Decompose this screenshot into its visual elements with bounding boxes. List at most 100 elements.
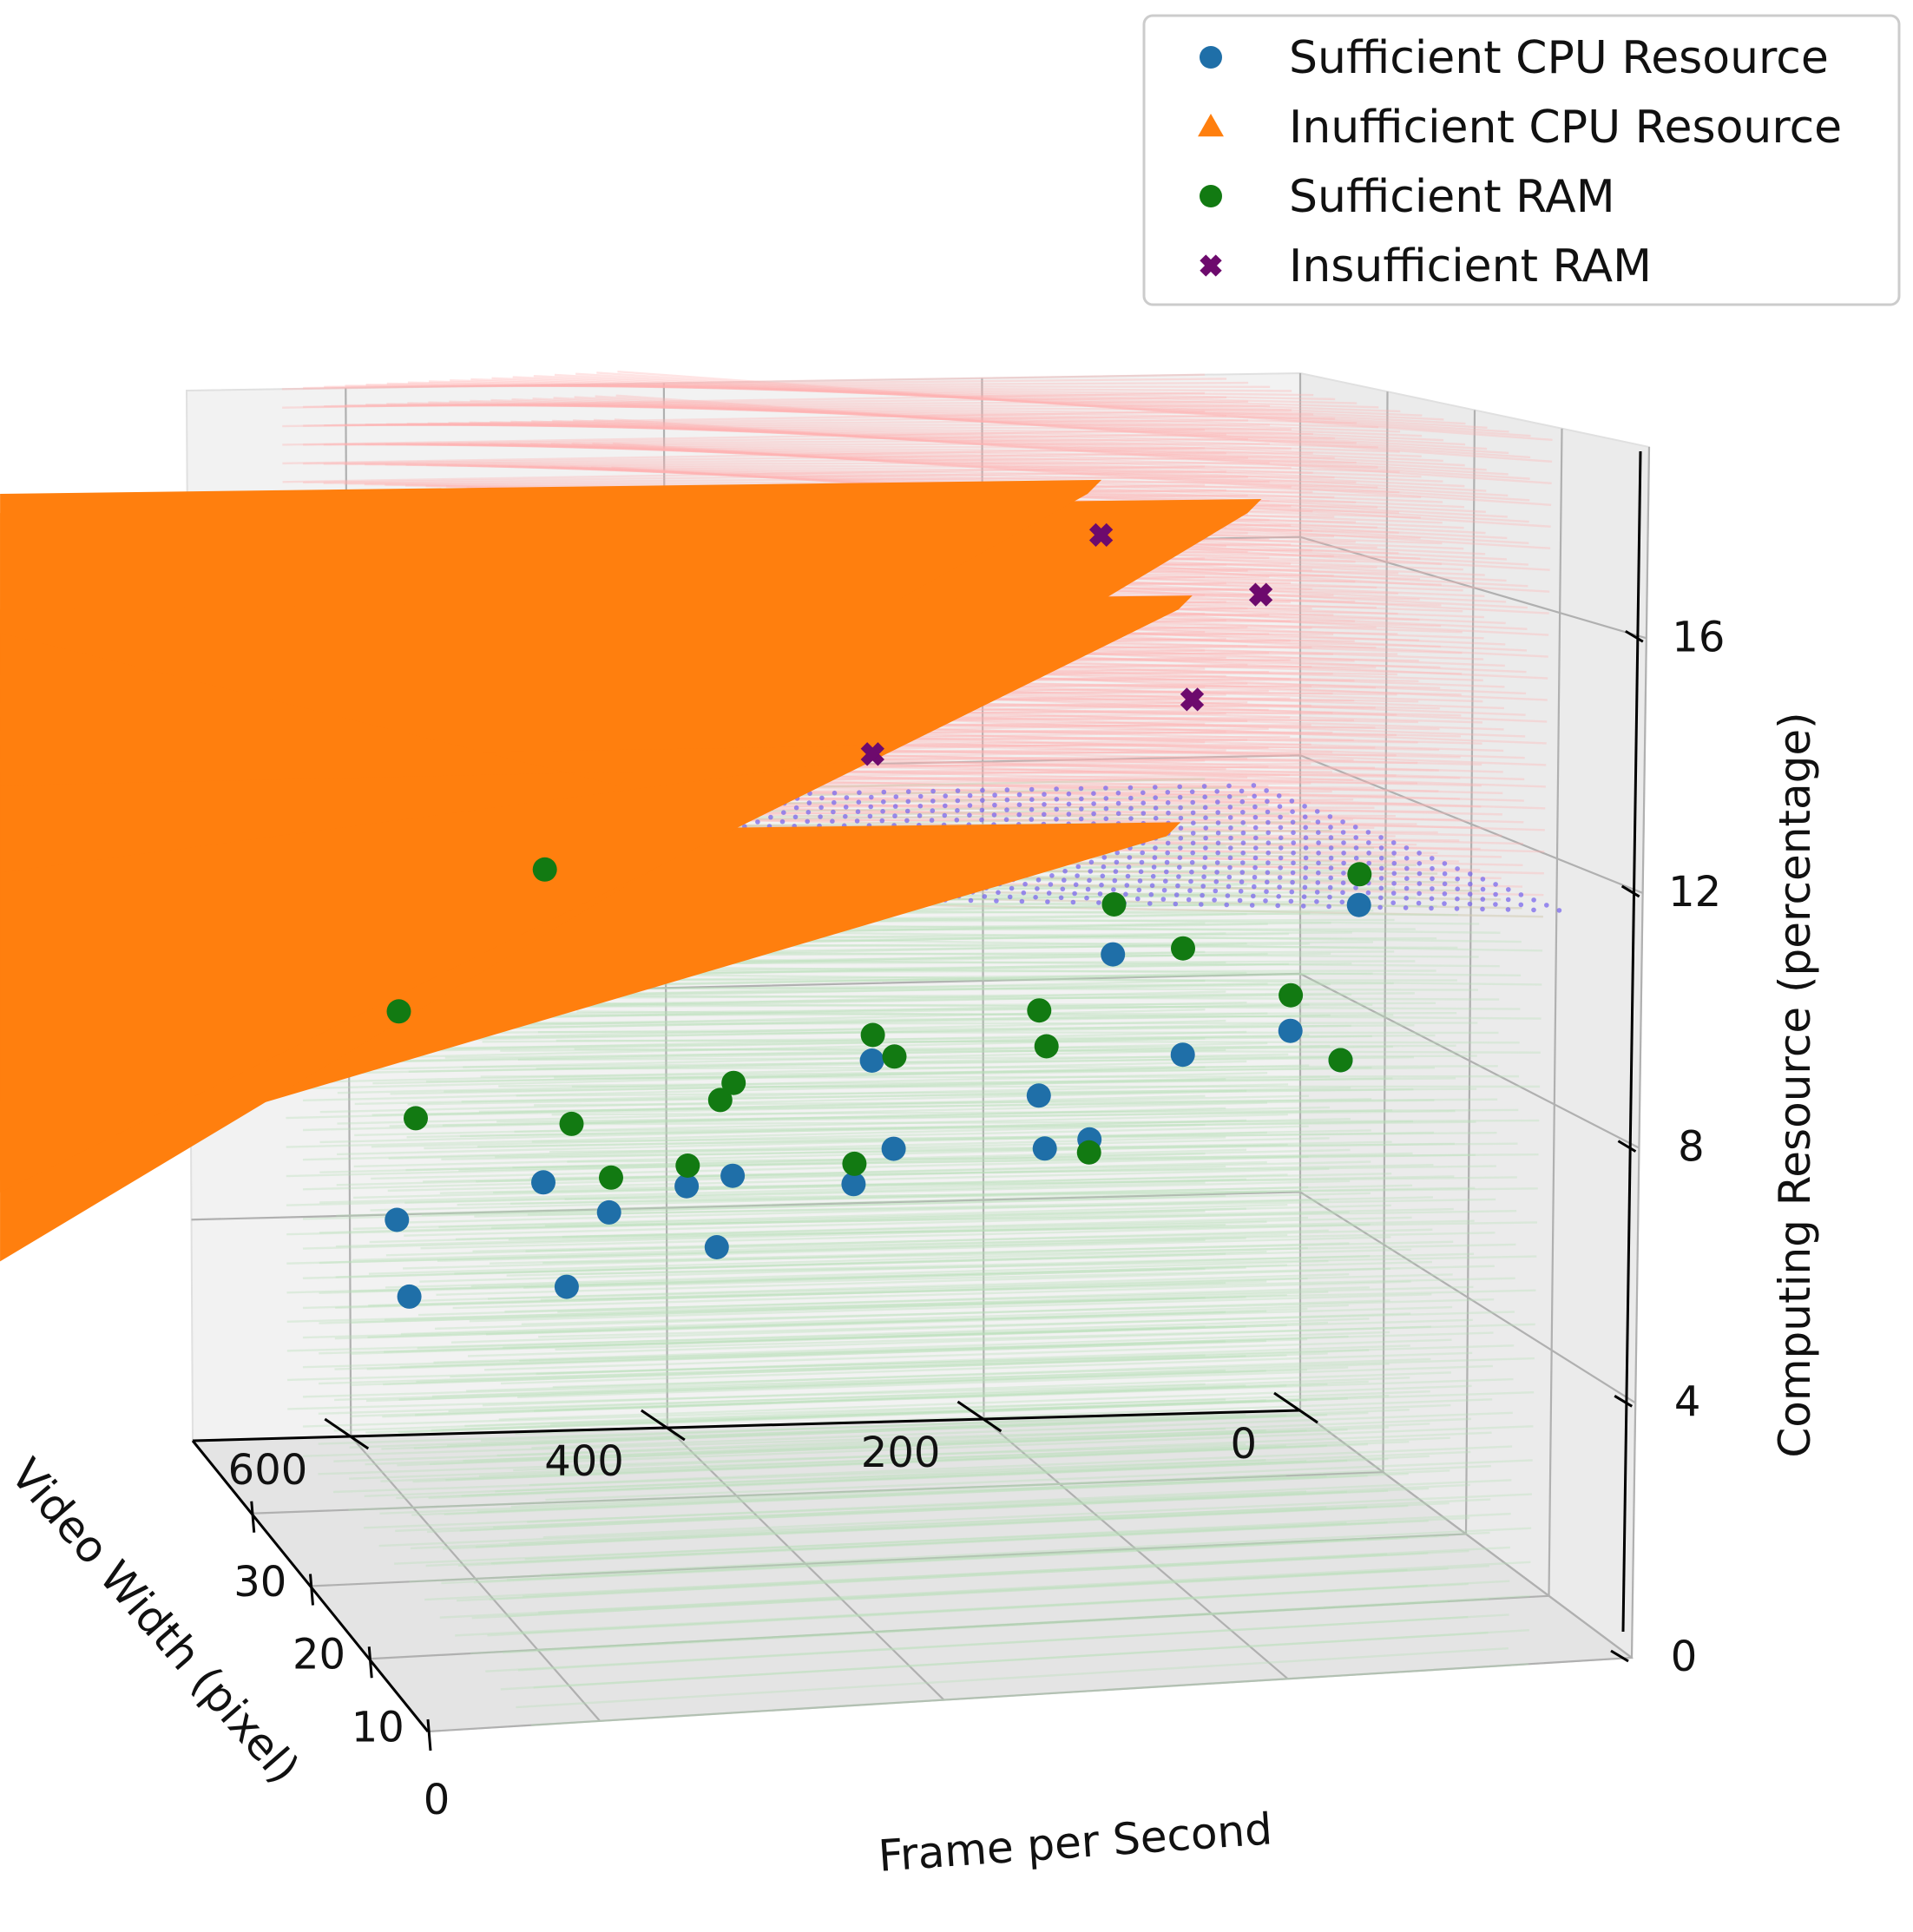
plane-dot [1378,855,1384,861]
sufficient-rampoint [1171,936,1195,961]
plane-dot [843,805,849,810]
plane-dot [1177,794,1183,800]
sufficient-region-line [482,1034,1436,1043]
sufficient-cpu-resourcepoint [859,1048,884,1073]
plane-dot [1316,870,1321,876]
insufficient-region-line [449,400,1379,429]
sufficient-region-line [445,1440,1410,1482]
plane-dot [1303,855,1309,861]
plane-dot [1302,804,1307,809]
plane-dot [1163,878,1168,884]
plane-dot [1189,859,1195,865]
plane-dot [1177,855,1183,860]
plane-dot [917,793,924,799]
sufficient-region-line [352,1233,1288,1262]
plane-dot [1480,897,1486,902]
plane-dot [1003,817,1009,823]
plane-dot [1199,902,1204,907]
insufficient-region-line [386,382,1314,397]
sufficient-region-line [302,1369,1226,1398]
x-tick-label: 400 [544,1437,624,1486]
sufficient-region-line [417,1318,1370,1350]
sufficient-region-line [335,1250,1267,1278]
plane-dot [1265,850,1271,856]
plane-dot [1544,903,1549,908]
insufficient-region-line [510,420,1443,463]
sufficient-region-line [554,1074,1519,1079]
plane-dot [1303,865,1309,871]
sufficient-rampoint [882,1044,907,1069]
sufficient-cpu-resourcepoint [385,1207,410,1232]
sufficient-region-line [302,1427,1226,1457]
insufficient-region-line [365,404,1292,411]
plane-dot [1177,784,1182,790]
plane-dot [1303,825,1308,831]
plane-dot [1390,840,1397,845]
plane-dot [1225,893,1231,898]
sufficient-region-line [348,1475,1286,1511]
plane-dot [1165,850,1170,856]
plane-dot [881,799,886,805]
plane-dot [830,818,835,824]
sufficient-region-line [427,1489,1389,1534]
plane-dot [881,789,887,795]
plane-dot [1442,891,1448,897]
sufficient-region-line [334,1370,1266,1402]
plane-dot [1097,891,1103,897]
plane-dot [1429,896,1435,902]
plane-dot [832,799,837,805]
plane-dot [1265,879,1270,885]
plane-dot [1327,884,1333,890]
plane-dot [968,897,974,904]
sufficient-region-line [436,1267,1390,1297]
sufficient-region-line [349,1444,1286,1480]
insufficient-region-line [303,433,1227,446]
plane-dot [1178,845,1183,851]
plane-dot [1126,864,1132,870]
insufficient-region-line [407,381,1336,401]
plane-dot [1048,882,1054,887]
sufficient-region-line [470,1260,1432,1288]
sufficient-region-line [516,1088,1477,1097]
sufficient-region-line [286,1123,1206,1148]
x-tick [641,1409,686,1442]
plane-dot [917,803,924,809]
sufficient-region-line [473,1534,1450,1584]
plane-dot [1128,795,1134,801]
plane-dot [1290,819,1296,825]
sufficient-region-line [483,1002,1436,1009]
x-tick [324,1417,370,1450]
plane-dot [1173,901,1179,907]
plane-dot [805,818,810,825]
plane-dot [1291,830,1296,836]
plane-dot [943,793,948,798]
insufficient-region-line [509,443,1443,483]
plane-dot [955,798,961,804]
z-axis-title: Computing Resource (percentage) [1770,712,1820,1457]
plane-dot [1391,860,1397,866]
sufficient-region-line [537,1031,1499,1035]
plane-dot [992,802,997,808]
plane-dot [1103,805,1109,812]
plane-dot [991,812,997,818]
plane-dot [1066,812,1072,817]
sufficient-region-line [500,1351,1473,1385]
sufficient-region-line [405,1148,1351,1172]
z-tick-label: 4 [1674,1377,1701,1426]
plane-dot [1493,891,1498,897]
sufficient-region-line [318,1355,1246,1385]
sufficient-region-line [434,1299,1390,1331]
y-tick [309,1574,314,1606]
plane-dot [1518,892,1524,897]
insufficient-region-line [365,423,1292,430]
plane-dot [992,792,997,798]
y-tick-label: 10 [352,1703,404,1751]
sufficient-region-line [542,1243,1516,1265]
sufficient-region-line [371,1155,1309,1180]
sufficient-region-line [510,1464,1491,1508]
plane-dot [1009,885,1015,891]
plane-dot [1103,796,1109,801]
sufficient-region-line [319,1296,1246,1324]
plane-dot [967,792,973,798]
